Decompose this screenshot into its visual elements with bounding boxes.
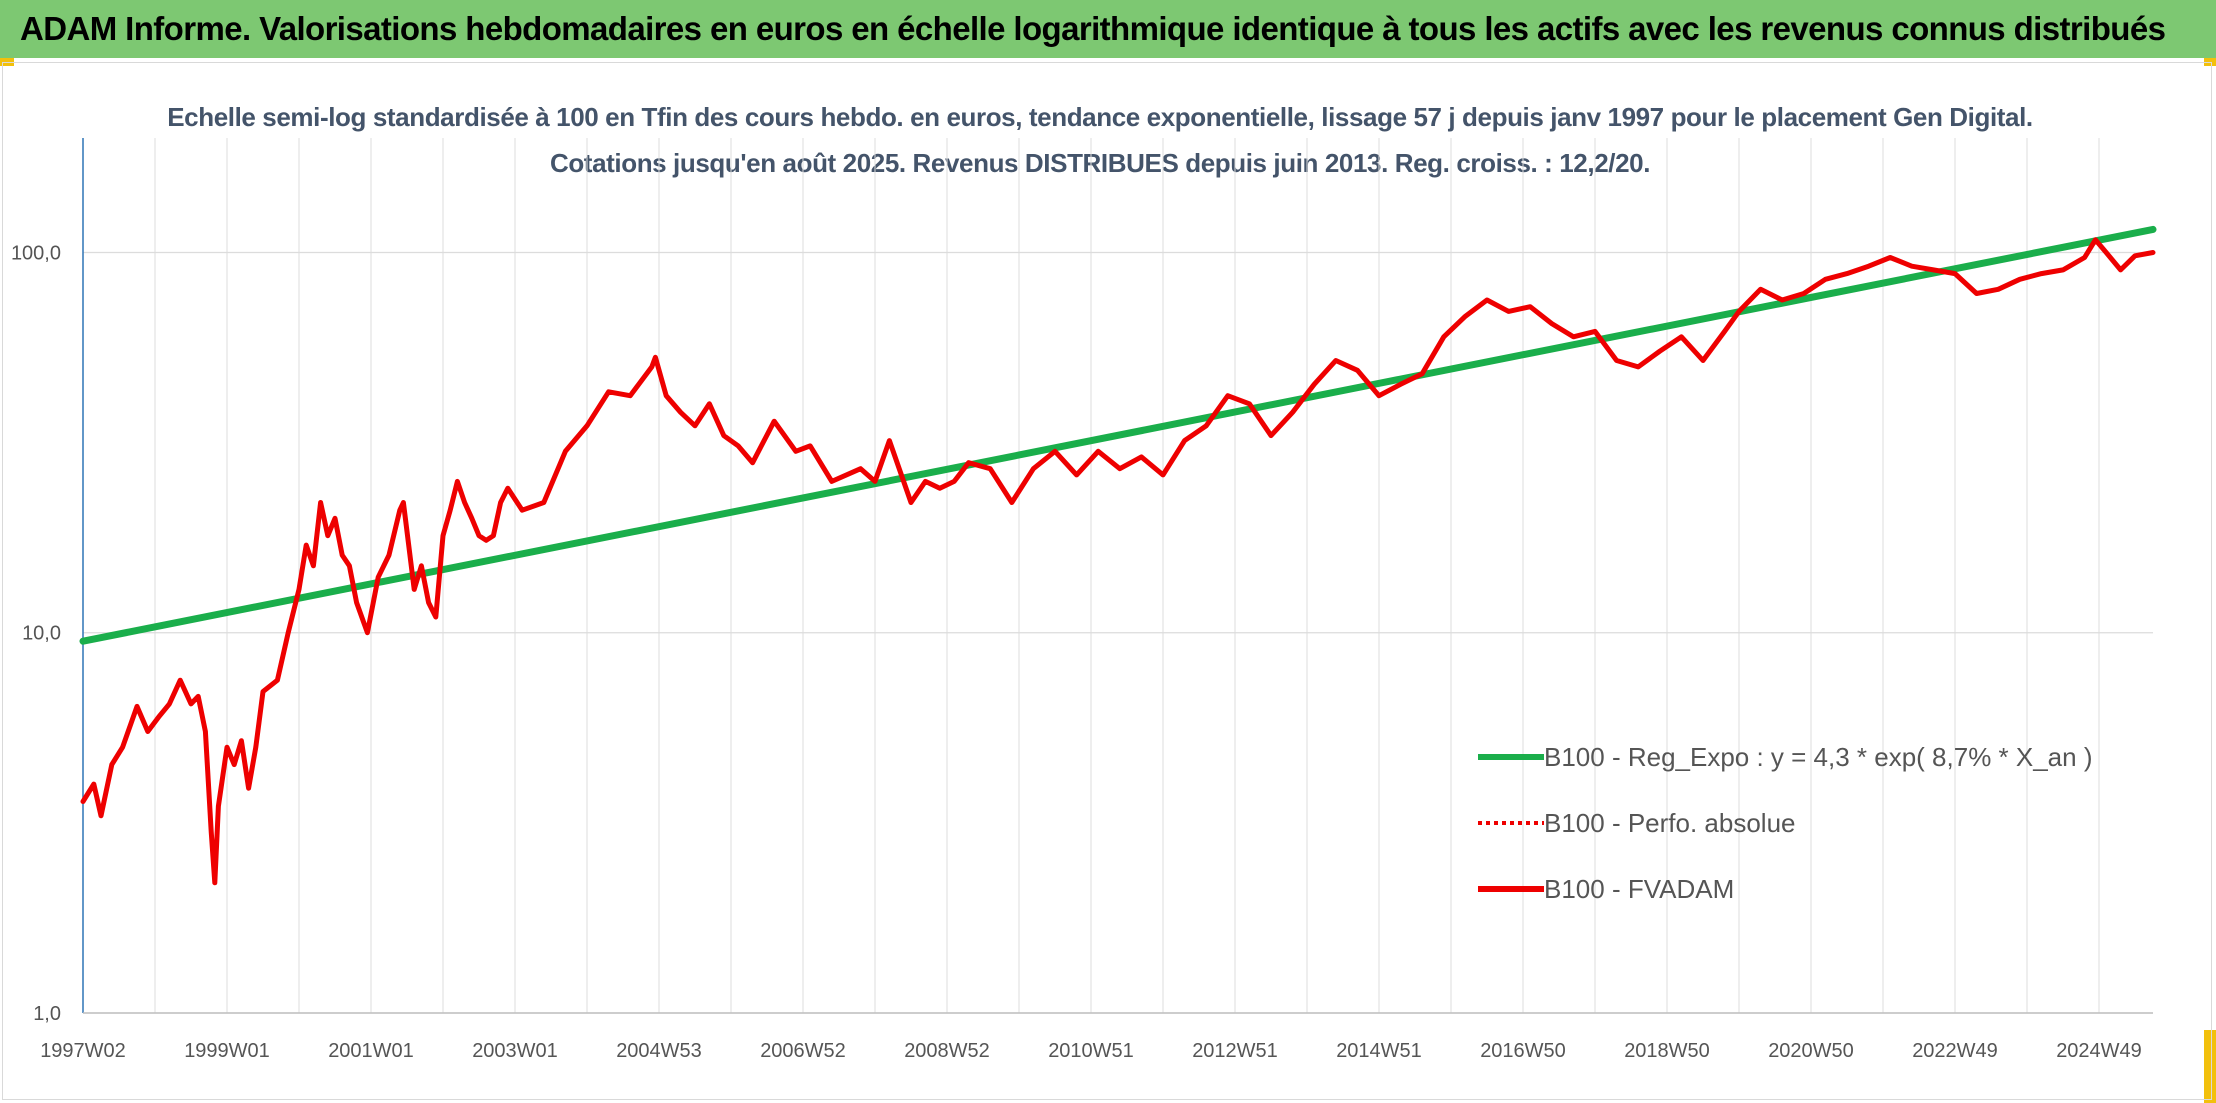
trend-line [79, 225, 2157, 645]
x-tick-label: 2008W52 [904, 1040, 990, 1062]
x-tick-label: 1999W01 [184, 1040, 270, 1062]
fvadam-line [80, 237, 2156, 886]
series [79, 225, 2157, 886]
x-tick-label: 2014W51 [1336, 1040, 1422, 1062]
chart-title: Echelle semi-log standardisée à 100 en T… [167, 102, 2033, 178]
y-tick-label: 100,0 [11, 242, 61, 264]
x-tick-label: 2012W51 [1192, 1040, 1278, 1062]
legend-label: B100 - FVADAM [1544, 874, 1734, 904]
x-tick-label: 2004W53 [616, 1040, 702, 1062]
x-tick-label: 2010W51 [1048, 1040, 1134, 1062]
legend-label: B100 - Reg_Expo : y = 4,3 * exp( 8,7% * … [1544, 742, 2093, 772]
header-bar: ADAM Informe. Valorisations hebdomadaire… [0, 0, 2216, 58]
grid [82, 138, 2153, 1014]
x-tick-label: 1997W02 [40, 1040, 126, 1062]
y-tick-label: 1,0 [33, 1003, 61, 1025]
legend-label: B100 - Perfo. absolue [1544, 808, 1796, 838]
x-tick-label: 2020W50 [1768, 1040, 1854, 1062]
x-tick-label: 2016W50 [1480, 1040, 1566, 1062]
x-tick-label: 2001W01 [328, 1040, 414, 1062]
chart-frame [2, 62, 2212, 1100]
legend: B100 - Reg_Expo : y = 4,3 * exp( 8,7% * … [1478, 742, 2093, 904]
x-tick-label: 2022W49 [1912, 1040, 1998, 1062]
page-title: ADAM Informe. Valorisations hebdomadaire… [20, 10, 2166, 47]
corner-mark-bottom-right [2204, 1030, 2216, 1103]
x-tick-label: 2018W50 [1624, 1040, 1710, 1062]
x-tick-label: 2003W01 [472, 1040, 558, 1062]
x-tick-label: 2024W49 [2056, 1040, 2142, 1062]
axes: 1,0 10,0 100,0 1997W02 1999W01 2001W01 2003W01… [11, 138, 2153, 1062]
x-tick-label: 2006W52 [760, 1040, 846, 1062]
y-tick-label: 10,0 [22, 623, 61, 645]
